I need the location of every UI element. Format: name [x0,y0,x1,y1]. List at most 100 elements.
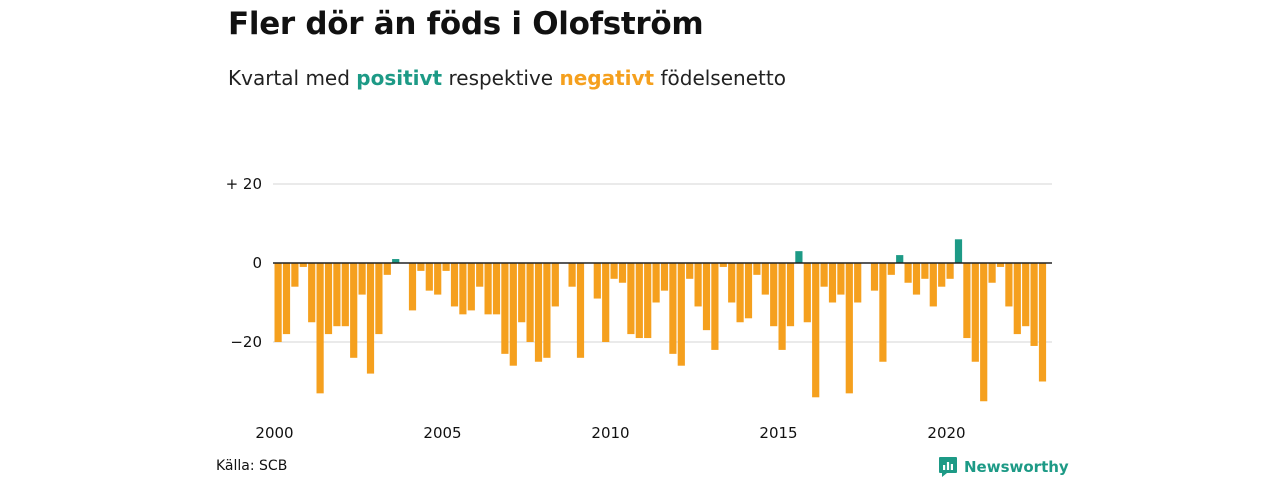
bar [988,263,996,283]
bar [938,263,946,287]
bar [568,263,576,287]
bar [492,263,501,315]
bar [635,263,643,339]
bar [1022,263,1030,327]
bar [879,263,887,362]
bar [971,263,979,362]
bar [610,263,618,279]
subtitle-positive-word: positivt [356,66,443,90]
x-tick-label: 2000 [255,424,293,442]
bar [904,263,912,283]
bar [753,263,761,275]
bar [1005,263,1013,307]
bar [845,263,853,394]
bar [912,263,921,295]
newsworthy-logo-icon [939,457,957,477]
bars [274,239,1047,402]
bar [828,263,837,303]
bar [324,263,333,335]
bar [660,263,669,291]
bar [534,263,543,362]
bar [282,263,291,335]
bar [954,239,963,263]
bar [627,263,635,335]
bar [963,263,971,339]
bar [551,263,559,307]
bar [929,263,937,307]
bar [291,263,299,287]
bar [795,251,803,263]
bar [341,263,349,327]
chart-subtitle: Kvartal med positivt respektive negativt… [228,66,786,90]
bar [677,263,685,366]
bar [543,263,551,358]
bar [980,263,988,402]
x-tick-label: 2020 [927,424,965,442]
bar [602,263,610,342]
bar [887,263,895,275]
subtitle-middle: respektive [442,66,560,90]
source-note: Källa: SCB [216,458,288,474]
bar [518,263,526,323]
bar [501,263,509,354]
bar [308,263,316,323]
bar [719,263,727,267]
bar [526,263,534,342]
bar [434,263,442,295]
bar [711,263,719,350]
bar [761,263,769,295]
bar [383,263,391,275]
subtitle-suffix: födelsenetto [654,66,786,90]
bar [921,263,929,279]
bar [375,263,383,335]
bar [442,263,450,271]
bar [694,263,702,307]
bar [509,263,517,366]
bar [644,263,652,339]
y-tick-label: + 20 [226,175,262,193]
brand-logo: Newsworthy [938,456,1069,478]
bar [669,263,677,354]
bar [350,263,358,358]
bar [274,263,282,342]
bar [870,263,879,291]
bar [786,263,795,327]
x-tick-label: 2015 [759,424,797,442]
bar [1030,263,1038,346]
bar [946,263,954,279]
bar [459,263,467,315]
gridlines [273,183,1052,343]
bar [770,263,778,327]
bar [778,263,786,350]
bar [618,263,627,283]
bar [467,263,475,311]
bar [316,263,324,394]
bar [702,263,711,331]
bar [417,263,425,271]
brand-name: Newsworthy [964,458,1069,476]
bar [820,263,828,287]
bar [476,263,484,287]
bar [593,263,601,299]
subtitle-prefix: Kvartal med [228,66,357,90]
bar [392,259,400,263]
bar [736,263,744,323]
y-tick-label: 0 [252,254,262,272]
bar [896,255,904,263]
bar [728,263,736,303]
bar [333,263,341,327]
chart-title: Fler dör än föds i Olofström [228,6,704,42]
bar [366,263,375,374]
bar [812,263,820,398]
bar [358,263,366,295]
bar [450,263,459,307]
bar [803,263,811,323]
y-tick-label: −20 [230,333,262,351]
axes: + 20 0 −20 2000 2005 2010 2015 2020 [226,175,1052,442]
bar [652,263,660,303]
bar [1013,263,1021,335]
bar [837,263,845,295]
x-tick-label: 2005 [423,424,461,442]
bar [744,263,753,319]
